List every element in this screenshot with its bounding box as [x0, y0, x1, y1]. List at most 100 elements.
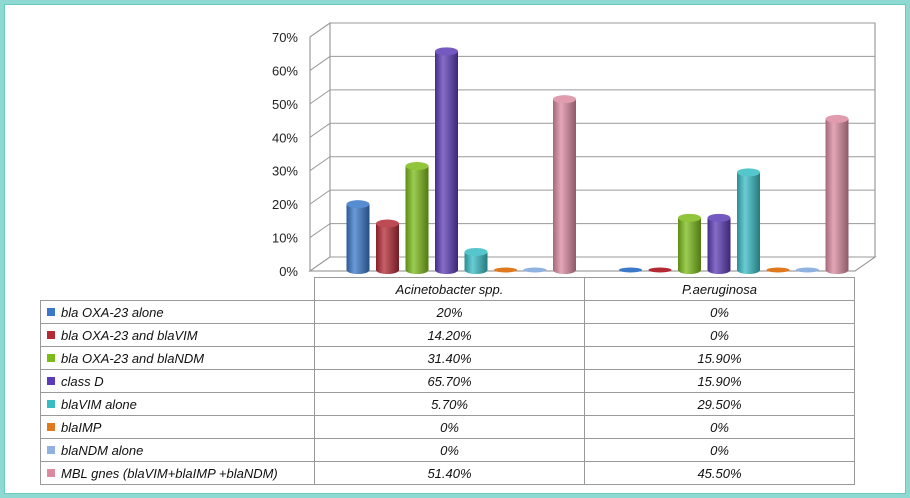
- legend-entry: bla OXA-23 and blaNDM: [40, 346, 315, 370]
- y-tick-label: 70%: [272, 30, 298, 45]
- chart-frame: 0% 10% 20% 30% 40% 50% 60% 70% Acinetobacter sp…: [4, 4, 906, 494]
- table-row: blaVIM alone 5.70% 29.50%: [40, 392, 855, 416]
- bar-zero-disc: [796, 267, 819, 273]
- y-tick-label: 20%: [272, 197, 298, 212]
- bar-body: [376, 223, 399, 274]
- bar: [766, 267, 790, 273]
- data-label: 31.40%: [314, 346, 585, 370]
- data-label: 5.70%: [314, 392, 585, 416]
- legend-entry: bla OXA-23 alone: [40, 300, 315, 324]
- bar-body: [553, 99, 576, 274]
- gridline: [309, 55, 875, 71]
- bar-top: [825, 114, 849, 123]
- legend-entry: blaIMP: [40, 415, 315, 439]
- data-table-header: Acinetobacter spp. P.aeruginosa: [41, 277, 855, 301]
- gridline: [309, 89, 875, 105]
- y-tick-label: 40%: [272, 130, 298, 145]
- bar-body: [825, 118, 849, 275]
- bar-chart-3d: 0% 10% 20% 30% 40% 50% 60% 70%: [272, 22, 877, 277]
- data-label: 65.70%: [314, 369, 585, 393]
- y-axis: 0% 10% 20% 30% 40% 50% 60% 70%: [272, 30, 298, 277]
- data-label: 0%: [584, 300, 855, 324]
- legend-swatch: [47, 445, 55, 454]
- data-label: 15.90%: [584, 346, 855, 370]
- data-label: 0%: [584, 323, 855, 347]
- bar: [678, 213, 701, 274]
- legend-swatch: [47, 353, 55, 362]
- bar-top: [678, 213, 701, 222]
- bar-zero-disc: [648, 267, 672, 273]
- x-tick-label: Acinetobacter spp.: [314, 277, 585, 301]
- bar-top: [737, 168, 760, 177]
- bar-top: [405, 162, 429, 171]
- legend-swatch: [47, 422, 55, 431]
- bar: [707, 213, 731, 274]
- bar: [825, 114, 849, 275]
- table-row: class D 65.70% 15.90%: [40, 369, 855, 393]
- bar-zero-disc: [766, 267, 790, 273]
- bar: [619, 267, 642, 273]
- y-tick-label: 60%: [272, 63, 298, 78]
- table-row: bla OXA-23 and blaVIM 14.20% 0%: [40, 323, 855, 347]
- data-label: 51.40%: [314, 461, 585, 485]
- bar-body: [405, 166, 429, 274]
- legend-swatch: [47, 399, 55, 408]
- legend-swatch: [47, 307, 55, 316]
- table-row: MBL gnes (blaVIM+blaIMP +blaNDM) 51.40% 45…: [40, 461, 855, 485]
- data-table: Acinetobacter spp. P.aeruginosa bla OXA-2…: [40, 277, 855, 485]
- data-label: 15.90%: [584, 369, 855, 393]
- bar-body: [464, 251, 488, 274]
- bar-body: [678, 217, 701, 274]
- legend-entry: bla OXA-23 and blaVIM: [40, 323, 315, 347]
- gridline: [309, 122, 875, 138]
- bar-top: [435, 47, 458, 56]
- bar-body: [346, 204, 370, 274]
- legend-entry: blaVIM alone: [40, 392, 315, 416]
- y-tick-label: 50%: [272, 97, 298, 112]
- data-label: 29.50%: [584, 392, 855, 416]
- bar-zero-disc: [523, 267, 547, 273]
- bar: [796, 267, 819, 273]
- y-tick-label: 10%: [272, 231, 298, 246]
- bar: [405, 162, 429, 274]
- legend-swatch: [47, 468, 55, 477]
- data-label: 0%: [584, 415, 855, 439]
- bar-body: [435, 51, 458, 275]
- y-tick-label: 30%: [272, 164, 298, 179]
- table-row: bla OXA-23 and blaNDM 31.40% 15.90%: [40, 346, 855, 370]
- legend-entry: blaNDM alone: [40, 438, 315, 462]
- table-row: bla OXA-23 alone 20% 0%: [40, 300, 855, 324]
- bar-body: [707, 217, 731, 274]
- bar-zero-disc: [619, 267, 642, 273]
- bar: [523, 267, 547, 273]
- y-tick-label: 0%: [279, 264, 298, 277]
- data-label: 0%: [314, 415, 585, 439]
- bar-zero-disc: [494, 267, 517, 273]
- bar: [553, 95, 576, 274]
- table-row: blaNDM alone 0% 0%: [40, 438, 855, 462]
- data-label: 45.50%: [584, 461, 855, 485]
- data-label: 14.20%: [314, 323, 585, 347]
- bar-body: [737, 172, 760, 274]
- bar-top: [707, 213, 731, 222]
- bar: [376, 219, 399, 274]
- gridline: [309, 189, 875, 205]
- legend-swatch: [47, 376, 55, 385]
- legend-entry: class D: [40, 369, 315, 393]
- bars: [346, 47, 849, 275]
- gridline: [309, 156, 875, 172]
- bar: [494, 267, 517, 273]
- bar: [737, 168, 760, 274]
- legend-entry: MBL gnes (blaVIM+blaIMP +blaNDM): [40, 461, 315, 485]
- x-tick-label: P.aeruginosa: [584, 277, 855, 301]
- bar-top: [553, 95, 576, 104]
- bar-top: [464, 247, 488, 256]
- data-label: 0%: [584, 438, 855, 462]
- side-wall: [309, 22, 331, 272]
- legend-swatch: [47, 330, 55, 339]
- bar: [346, 200, 370, 274]
- bar: [648, 267, 672, 273]
- bar-top: [376, 219, 399, 228]
- gridline: [309, 22, 875, 38]
- data-label: 0%: [314, 438, 585, 462]
